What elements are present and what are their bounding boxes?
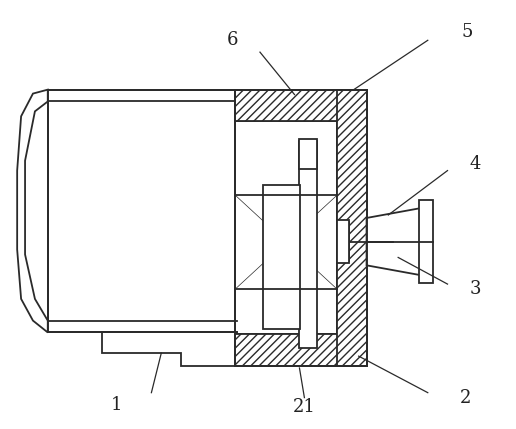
Bar [235, 90, 366, 366]
Text: 3: 3 [470, 280, 481, 298]
Text: 2: 2 [460, 389, 471, 407]
Text: 6: 6 [227, 31, 238, 49]
Text: 4: 4 [470, 155, 481, 172]
Polygon shape [102, 332, 237, 366]
Polygon shape [17, 90, 48, 332]
Bar [419, 200, 433, 283]
Bar [337, 222, 349, 261]
Bar [299, 139, 317, 169]
Bar [337, 90, 366, 366]
Bar [48, 90, 237, 332]
Polygon shape [366, 208, 421, 275]
Text: 21: 21 [293, 399, 316, 417]
Bar [235, 90, 366, 121]
Bar [235, 335, 366, 366]
Text: 5: 5 [462, 24, 473, 41]
Bar [337, 220, 349, 263]
Text: 1: 1 [111, 396, 123, 414]
Bar [299, 141, 317, 348]
Bar [235, 121, 337, 335]
Bar [263, 185, 300, 329]
